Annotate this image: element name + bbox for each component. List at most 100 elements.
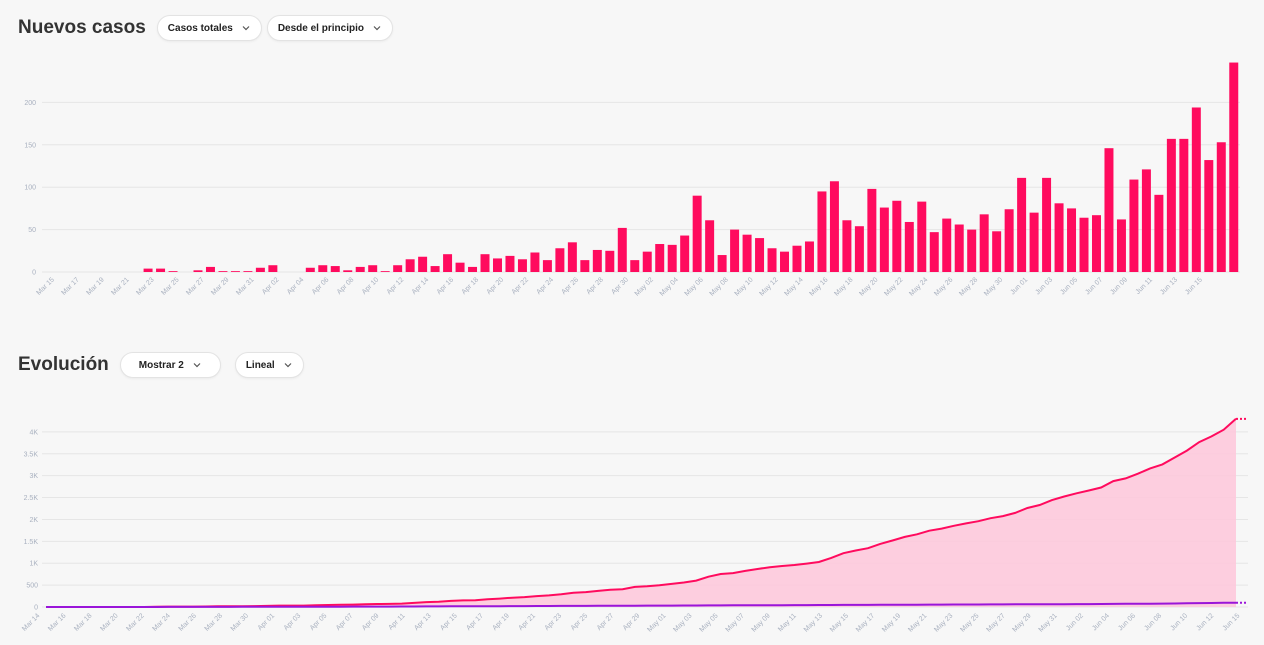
bar bbox=[842, 220, 852, 272]
x-tick-label: May 11 bbox=[777, 612, 798, 633]
bar bbox=[505, 255, 515, 272]
y-tick-label: 1.5K bbox=[24, 539, 39, 546]
scale-dropdown[interactable]: Lineal bbox=[234, 352, 304, 378]
x-tick-label: Jun 02 bbox=[1065, 612, 1085, 632]
bar bbox=[1091, 215, 1101, 272]
dropdown-label: Lineal bbox=[245, 359, 275, 371]
dropdown-label: Desde el principio bbox=[277, 22, 364, 34]
bar bbox=[1154, 194, 1164, 272]
bar bbox=[530, 252, 540, 272]
show-series-dropdown[interactable]: Mostrar 2 bbox=[119, 352, 221, 378]
x-tick-label: May 19 bbox=[881, 612, 902, 633]
x-tick-label: Apr 27 bbox=[596, 612, 616, 632]
y-tick-label: 3.5K bbox=[24, 451, 39, 458]
new-cases-header: Nuevos casos Casos totales Desde el prin… bbox=[18, 15, 393, 41]
y-tick-label: 3K bbox=[29, 473, 38, 480]
x-tick-label: Apr 25 bbox=[570, 612, 590, 632]
x-tick-label: Mar 22 bbox=[125, 612, 145, 632]
bar bbox=[1204, 160, 1214, 272]
total-cases-dropdown[interactable]: Casos totales bbox=[156, 15, 262, 41]
bar bbox=[854, 226, 864, 272]
bar bbox=[1017, 177, 1027, 272]
bar bbox=[1004, 209, 1014, 272]
bar bbox=[742, 234, 752, 272]
bar bbox=[156, 268, 166, 272]
bar bbox=[979, 214, 989, 272]
y-tick-label: 50 bbox=[28, 227, 36, 234]
x-tick-label: Mar 26 bbox=[178, 612, 198, 632]
evolution-title: Evolución bbox=[18, 354, 109, 375]
bar bbox=[380, 271, 390, 272]
bar bbox=[792, 245, 802, 272]
bar bbox=[879, 207, 889, 272]
x-tick-label: Apr 15 bbox=[439, 612, 459, 632]
bar bbox=[692, 195, 702, 272]
bar bbox=[705, 220, 715, 272]
x-tick-label: May 31 bbox=[1038, 612, 1059, 633]
x-tick-label: Jun 10 bbox=[1169, 612, 1189, 632]
x-tick-label: Mar 28 bbox=[204, 612, 224, 632]
bar bbox=[755, 238, 765, 272]
x-tick-label: May 27 bbox=[985, 612, 1006, 633]
bar bbox=[330, 266, 340, 272]
y-tick-label: 100 bbox=[24, 185, 36, 192]
bar bbox=[418, 256, 428, 272]
x-tick-label: Mar 18 bbox=[73, 612, 93, 632]
x-tick-label: Apr 11 bbox=[387, 612, 406, 631]
bar bbox=[1129, 179, 1139, 272]
y-tick-label: 200 bbox=[24, 100, 36, 107]
x-tick-label: May 03 bbox=[672, 612, 693, 633]
bar bbox=[1229, 62, 1239, 272]
bar bbox=[343, 270, 353, 272]
bar bbox=[642, 251, 652, 272]
x-tick-label: May 05 bbox=[698, 612, 719, 633]
bar bbox=[243, 271, 253, 272]
area-fill bbox=[46, 418, 1236, 607]
y-tick-label: 0 bbox=[34, 605, 38, 612]
x-tick-label: Apr 29 bbox=[622, 612, 642, 632]
bar bbox=[892, 200, 902, 272]
bar bbox=[1166, 138, 1176, 272]
bar bbox=[1179, 138, 1189, 272]
x-tick-label: Jun 12 bbox=[1196, 612, 1216, 632]
x-tick-label: May 17 bbox=[855, 612, 876, 633]
bar bbox=[567, 242, 577, 272]
bar bbox=[867, 188, 877, 272]
bar bbox=[455, 262, 465, 272]
bar bbox=[405, 259, 415, 272]
bar bbox=[205, 266, 215, 272]
bar bbox=[817, 191, 827, 272]
chevron-down-icon bbox=[373, 26, 381, 31]
time-range-dropdown[interactable]: Desde el principio bbox=[266, 15, 393, 41]
bar bbox=[917, 201, 927, 272]
bar bbox=[268, 265, 278, 272]
bar bbox=[680, 235, 690, 272]
bar bbox=[355, 266, 365, 272]
bar bbox=[780, 251, 790, 272]
x-tick-label: Jun 04 bbox=[1091, 612, 1111, 632]
x-tick-label: May 07 bbox=[725, 612, 746, 633]
bar bbox=[230, 271, 240, 272]
y-tick-label: 4K bbox=[29, 429, 38, 436]
bar bbox=[1141, 169, 1151, 272]
y-tick-label: 1K bbox=[29, 561, 38, 568]
bar bbox=[193, 270, 203, 272]
x-tick-label: Apr 03 bbox=[283, 612, 303, 632]
bar bbox=[1067, 208, 1077, 272]
bar bbox=[630, 260, 640, 272]
bar bbox=[430, 266, 440, 272]
y-tick-label: 500 bbox=[26, 583, 38, 590]
bar bbox=[218, 271, 228, 272]
bar bbox=[717, 255, 727, 272]
x-tick-label: Jun 15 bbox=[1222, 612, 1242, 632]
bar bbox=[368, 265, 378, 272]
bar bbox=[517, 259, 527, 272]
dropdown-label: Mostrar 2 bbox=[138, 359, 184, 371]
bar bbox=[443, 254, 453, 272]
x-tick-label: Apr 23 bbox=[544, 612, 564, 632]
bar bbox=[255, 267, 265, 272]
bar bbox=[1042, 177, 1052, 272]
bar bbox=[1054, 203, 1064, 272]
bar bbox=[1104, 148, 1114, 272]
